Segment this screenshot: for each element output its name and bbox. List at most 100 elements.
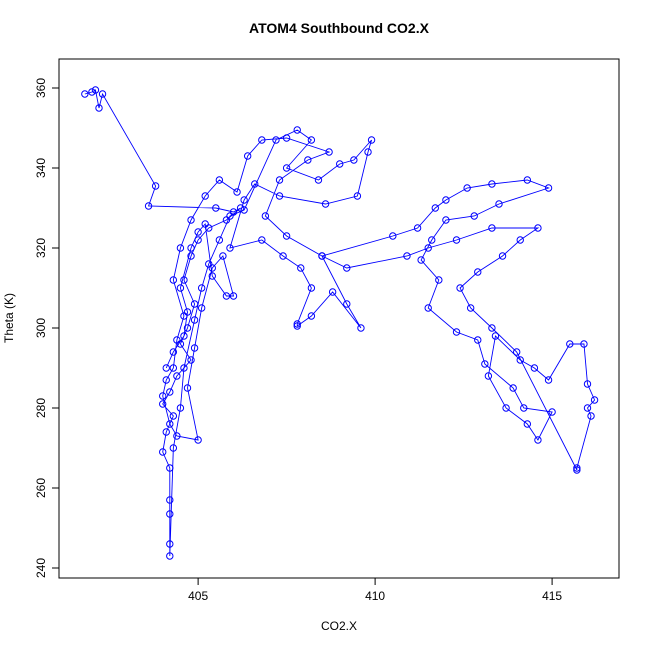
point [176, 404, 185, 412]
point [176, 284, 185, 292]
point [431, 204, 439, 212]
point [166, 420, 174, 428]
point [293, 320, 301, 328]
point [208, 272, 216, 280]
series-line [84, 89, 596, 557]
point [442, 216, 450, 224]
point [169, 412, 178, 420]
point [307, 312, 316, 320]
point [166, 540, 174, 548]
point [367, 136, 376, 144]
point [566, 340, 574, 348]
point [233, 188, 241, 196]
point [466, 304, 475, 312]
point [183, 384, 192, 392]
x-tick-label: 405 [188, 589, 208, 603]
point [201, 192, 209, 200]
point [282, 232, 291, 240]
point [470, 212, 478, 220]
point [516, 356, 524, 364]
point [173, 372, 181, 380]
point [304, 156, 312, 164]
point [187, 244, 195, 252]
point [442, 196, 450, 204]
point [162, 376, 170, 384]
point [176, 244, 185, 252]
point [162, 364, 170, 372]
point [169, 364, 178, 372]
point [187, 216, 195, 224]
point [512, 348, 521, 356]
point [208, 264, 216, 272]
point [258, 136, 266, 144]
point [275, 192, 284, 200]
point [187, 356, 195, 364]
point [481, 360, 489, 368]
point [534, 224, 542, 232]
point [488, 324, 496, 332]
point [166, 388, 174, 396]
point [321, 200, 330, 208]
point [194, 436, 202, 444]
point [215, 176, 224, 184]
y-tick-label: 260 [34, 478, 48, 498]
point [279, 252, 287, 260]
point [197, 284, 206, 292]
point [159, 400, 167, 408]
point [389, 232, 397, 240]
point [307, 284, 316, 292]
point [474, 336, 482, 344]
point [236, 204, 245, 212]
point [502, 404, 510, 412]
point [166, 552, 174, 560]
point [364, 148, 372, 156]
point [417, 256, 425, 264]
point [190, 316, 199, 324]
point [169, 348, 178, 356]
point [428, 236, 436, 244]
x-tick-label: 410 [365, 589, 385, 603]
point [159, 392, 167, 400]
point [314, 176, 323, 184]
point [523, 420, 532, 428]
point [573, 464, 581, 472]
point [452, 328, 461, 336]
point [95, 104, 103, 112]
point [357, 324, 365, 332]
point [226, 212, 234, 220]
y-tick-label: 360 [34, 78, 48, 98]
y-tick-label: 240 [34, 558, 48, 578]
point [488, 224, 496, 232]
point [530, 364, 539, 372]
point [144, 202, 153, 210]
point [293, 126, 301, 134]
y-tick-label: 300 [34, 318, 48, 338]
point [261, 212, 270, 220]
point [544, 376, 553, 384]
y-axis-label: Theta (K) [2, 293, 16, 343]
plot-frame [58, 58, 620, 579]
point [219, 252, 227, 260]
point [180, 364, 188, 372]
chart-title: ATOM4 Southbound CO2.X [249, 20, 430, 36]
point [201, 220, 209, 228]
point [187, 252, 195, 260]
point [509, 384, 517, 392]
point [166, 464, 174, 472]
x-tick-label: 415 [542, 589, 562, 603]
point [88, 88, 96, 96]
point [350, 156, 358, 164]
point [456, 284, 464, 292]
point [435, 276, 443, 284]
point [169, 444, 178, 452]
point [81, 90, 89, 98]
point [166, 510, 174, 518]
point [183, 308, 192, 316]
point [318, 252, 326, 260]
point [180, 332, 188, 340]
point [463, 184, 471, 192]
point [452, 236, 461, 244]
point [190, 300, 199, 308]
point [583, 380, 592, 388]
point [307, 136, 316, 144]
